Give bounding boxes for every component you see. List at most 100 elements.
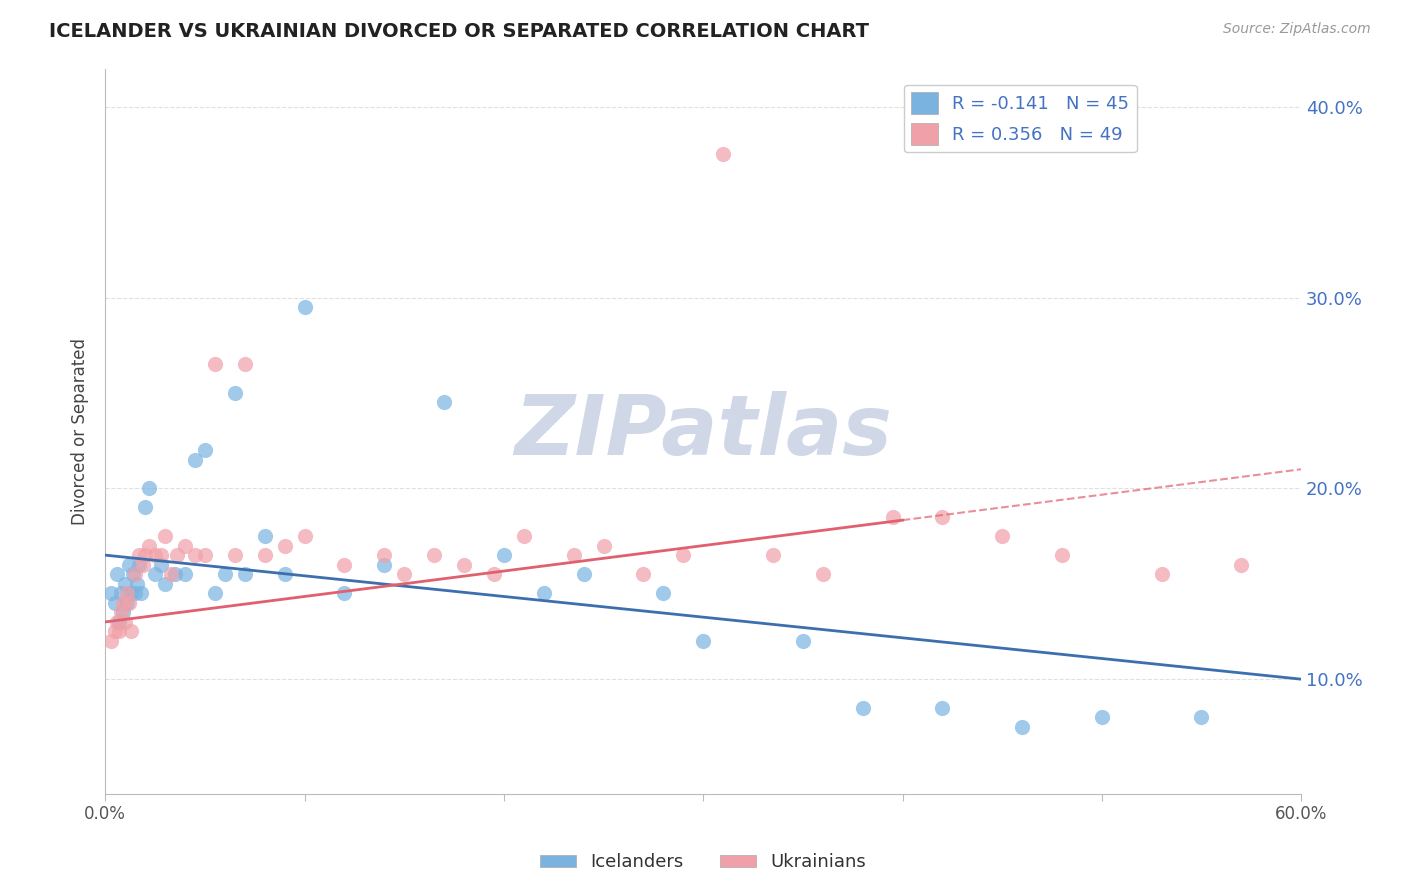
Point xyxy=(194,443,217,458)
Point xyxy=(105,567,128,582)
Point xyxy=(333,558,356,572)
Point xyxy=(224,548,246,562)
Point xyxy=(433,395,456,409)
Point xyxy=(134,548,156,562)
Point xyxy=(118,596,141,610)
Point xyxy=(138,539,160,553)
Point xyxy=(273,539,295,553)
Point xyxy=(762,548,785,562)
Point xyxy=(1050,548,1073,562)
Legend: R = -0.141   N = 45, R = 0.356   N = 49: R = -0.141 N = 45, R = 0.356 N = 49 xyxy=(904,85,1136,153)
Point xyxy=(373,558,395,572)
Point xyxy=(692,634,714,648)
Point xyxy=(163,567,186,582)
Point xyxy=(333,586,356,600)
Point xyxy=(294,300,316,314)
Point xyxy=(110,586,132,600)
Point xyxy=(138,481,160,495)
Point xyxy=(184,548,207,562)
Point xyxy=(423,548,446,562)
Point xyxy=(100,586,122,600)
Point xyxy=(115,586,138,600)
Point xyxy=(128,558,150,572)
Point xyxy=(1011,720,1033,734)
Point xyxy=(204,357,226,371)
Point xyxy=(160,567,183,582)
Point xyxy=(112,606,135,620)
Point xyxy=(174,539,197,553)
Text: ZIPatlas: ZIPatlas xyxy=(515,391,893,472)
Point xyxy=(533,586,555,600)
Text: Source: ZipAtlas.com: Source: ZipAtlas.com xyxy=(1223,22,1371,37)
Point xyxy=(1230,558,1253,572)
Point xyxy=(124,586,146,600)
Point xyxy=(143,567,166,582)
Point xyxy=(513,529,536,543)
Point xyxy=(143,548,166,562)
Point xyxy=(273,567,295,582)
Point xyxy=(174,567,197,582)
Point xyxy=(129,586,152,600)
Point xyxy=(253,548,276,562)
Point xyxy=(253,529,276,543)
Point xyxy=(104,596,127,610)
Point xyxy=(150,548,173,562)
Point xyxy=(118,558,141,572)
Point xyxy=(492,548,515,562)
Point xyxy=(294,529,316,543)
Point xyxy=(1191,710,1213,724)
Point xyxy=(224,386,246,401)
Point xyxy=(124,567,146,582)
Point xyxy=(127,576,149,591)
Point xyxy=(105,615,128,629)
Point xyxy=(204,586,226,600)
Point xyxy=(120,624,142,639)
Point xyxy=(114,615,136,629)
Point xyxy=(633,567,655,582)
Point xyxy=(1091,710,1114,724)
Point xyxy=(572,567,595,582)
Point xyxy=(115,596,138,610)
Point xyxy=(184,452,207,467)
Legend: Icelanders, Ukrainians: Icelanders, Ukrainians xyxy=(533,847,873,879)
Point xyxy=(482,567,505,582)
Point xyxy=(150,558,173,572)
Point xyxy=(112,596,135,610)
Point xyxy=(373,548,395,562)
Point xyxy=(214,567,236,582)
Point xyxy=(931,700,953,714)
Point xyxy=(672,548,695,562)
Point xyxy=(233,567,256,582)
Text: ICELANDER VS UKRAINIAN DIVORCED OR SEPARATED CORRELATION CHART: ICELANDER VS UKRAINIAN DIVORCED OR SEPAR… xyxy=(49,22,869,41)
Point xyxy=(592,539,614,553)
Point xyxy=(132,558,155,572)
Point xyxy=(153,529,176,543)
Point xyxy=(104,624,127,639)
Point xyxy=(931,510,953,524)
Point xyxy=(194,548,217,562)
Point xyxy=(120,586,142,600)
Point xyxy=(562,548,585,562)
Point xyxy=(392,567,415,582)
Point xyxy=(128,548,150,562)
Y-axis label: Divorced or Separated: Divorced or Separated xyxy=(72,337,89,524)
Point xyxy=(114,576,136,591)
Point xyxy=(811,567,834,582)
Point xyxy=(108,624,131,639)
Point xyxy=(991,529,1014,543)
Point xyxy=(882,510,904,524)
Point xyxy=(100,634,122,648)
Point xyxy=(852,700,875,714)
Point xyxy=(153,576,176,591)
Point xyxy=(110,606,132,620)
Point xyxy=(1150,567,1173,582)
Point xyxy=(108,615,131,629)
Point xyxy=(233,357,256,371)
Point xyxy=(711,147,734,161)
Point xyxy=(792,634,814,648)
Point xyxy=(122,567,145,582)
Point xyxy=(134,500,156,515)
Point xyxy=(652,586,675,600)
Point xyxy=(166,548,188,562)
Point xyxy=(453,558,475,572)
